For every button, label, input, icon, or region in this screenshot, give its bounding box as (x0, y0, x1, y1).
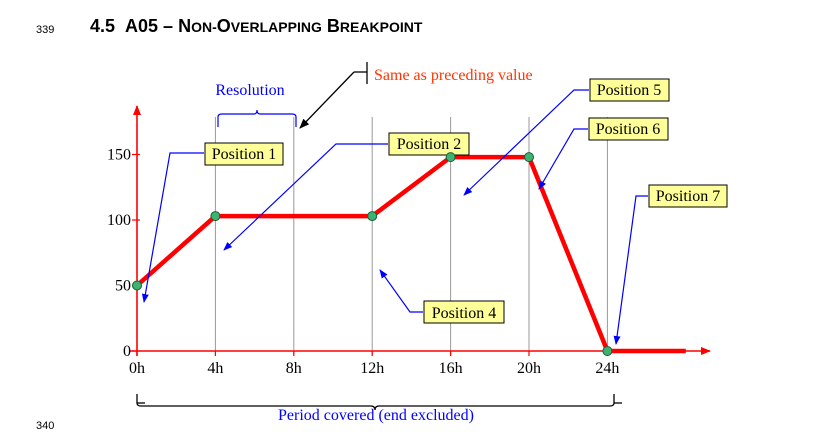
callout-label-position-2: Position 2 (397, 136, 461, 153)
data-point-4h (210, 211, 221, 222)
x-tick-label-12h: 12h (360, 360, 384, 377)
x-tick-label-16h: 16h (439, 360, 463, 377)
callout-position-1: Position 1 (141, 142, 284, 303)
callout-label-position-5: Position 5 (597, 82, 661, 99)
data-point-20h (524, 152, 534, 163)
callout-label-position-1: Position 1 (212, 146, 276, 163)
data-point-24h (602, 346, 613, 356)
x-tick-label-0h: 0h (129, 360, 145, 377)
callout-position-4: Position 4 (379, 269, 505, 324)
same-value-annotation: Same as preceding value (299, 62, 533, 129)
x-tick-label-24h: 24h (595, 360, 619, 377)
section-heading: 4.5 A05 – NON-OVERLAPPING BREAKPOINT (90, 16, 422, 37)
tick-labels: 0h 4h 8h 12h 16h 20h 24h 0 50 100 150 (107, 147, 619, 378)
section-number: 4.5 (90, 16, 116, 36)
period-bracket: Period covered (end excluded) (136, 394, 622, 424)
resolution-label: Resolution (215, 82, 284, 99)
line-number-top: 339 (36, 24, 55, 36)
same-value-label: Same as preceding value (374, 67, 533, 84)
resolution-bracket: Resolution (215, 82, 297, 127)
y-tick-label-50: 50 (115, 278, 131, 295)
data-point-12h (367, 211, 378, 222)
x-tick-label-4h: 4h (207, 360, 223, 377)
series (135, 154, 686, 354)
callout-label-position-4: Position 4 (432, 305, 496, 322)
callout-label-position-6: Position 6 (596, 121, 660, 138)
x-tick-label-8h: 8h (286, 360, 302, 377)
callout-position-5: Position 5 (463, 78, 670, 196)
data-point-16h (445, 152, 456, 163)
line-number-bottom: 340 (36, 420, 55, 432)
callout-label-position-7: Position 7 (656, 188, 720, 205)
callout-position-7: Position 7 (613, 184, 728, 345)
period-label: Period covered (end excluded) (278, 407, 474, 424)
series-line (135, 154, 686, 354)
callout-position-2: Position 2 (223, 132, 470, 251)
y-tick-label-0: 0 (123, 343, 131, 360)
y-tick-label-150: 150 (107, 147, 131, 164)
section-title-prefix: A05 – (125, 16, 179, 36)
section-title-word-2: BREAKPOINT (326, 16, 423, 36)
markers (132, 152, 613, 356)
y-tick-label-100: 100 (107, 212, 131, 229)
x-tick-label-20h: 20h (517, 360, 541, 377)
data-point-0h (132, 280, 142, 291)
callout-position-6: Position 6 (538, 117, 669, 190)
section-title-word-1: NON-OVERLAPPING (178, 16, 322, 36)
